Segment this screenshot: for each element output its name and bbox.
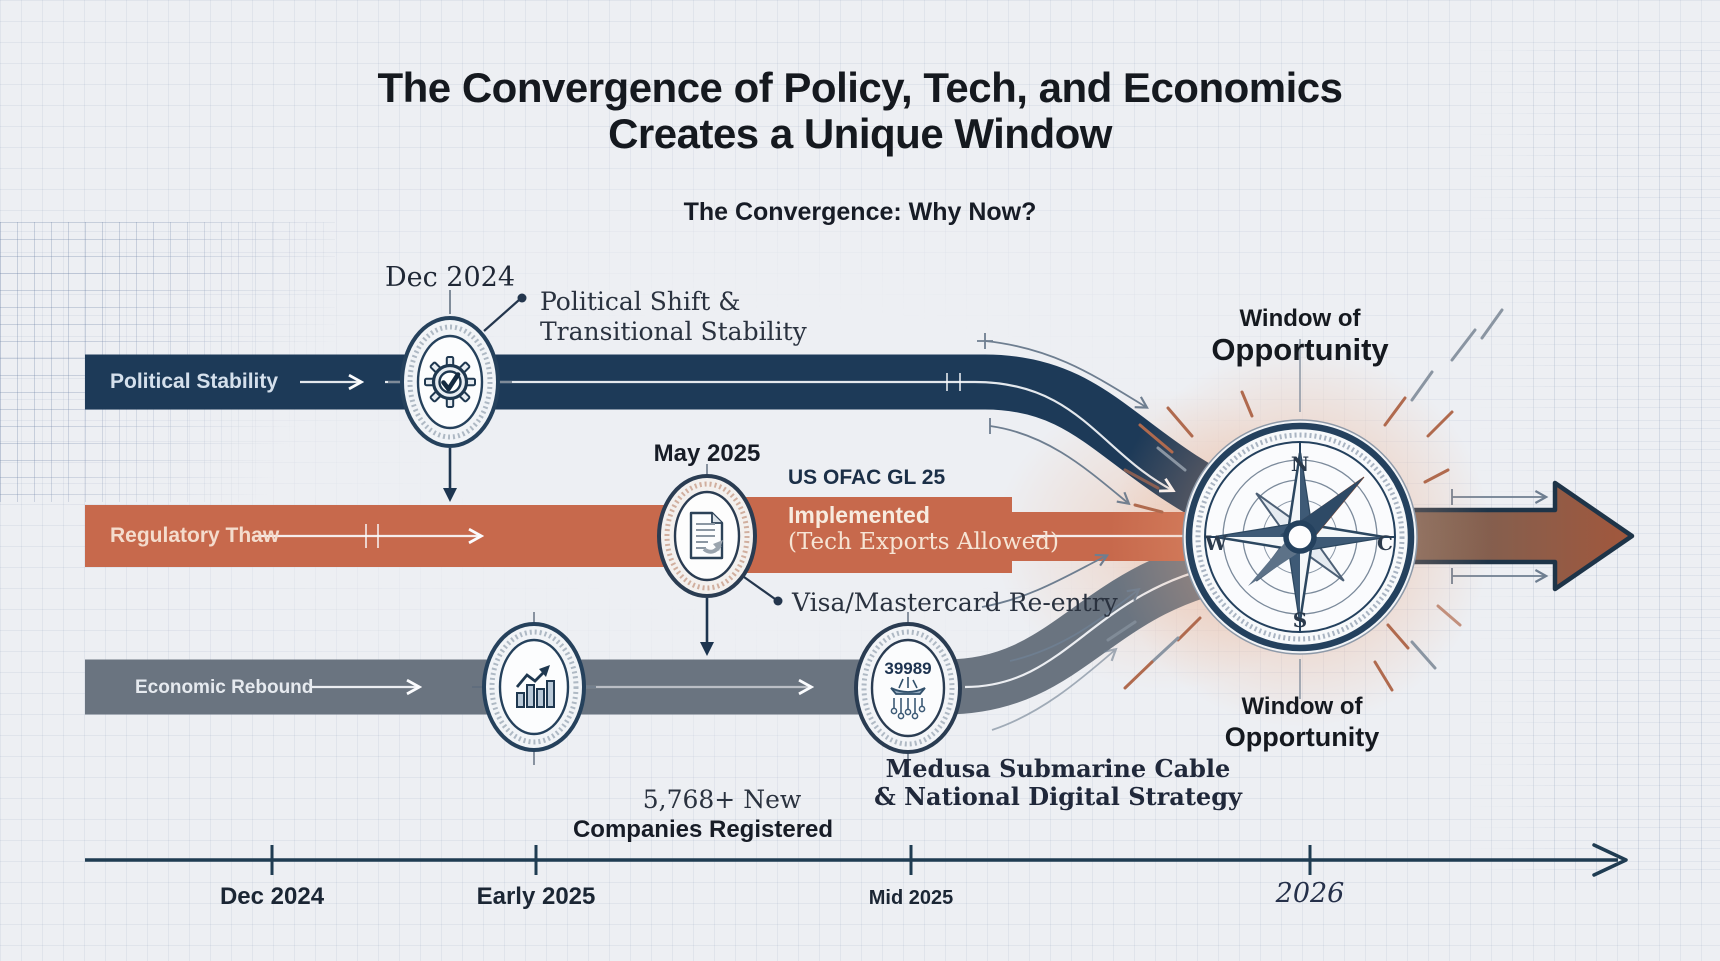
badge-number: 39989 xyxy=(884,659,931,678)
track-label-regulatory-thaw: Regulatory Thaw xyxy=(110,524,280,547)
callout-political-shift-line2: Transitional Stability xyxy=(540,317,807,346)
trend-up-icon xyxy=(515,669,547,688)
callout-visa-mastercard: Visa/Mastercard Re-entry xyxy=(792,588,1118,617)
axis-label-dec-2024: Dec 2024 xyxy=(219,883,325,910)
compass-letter-s: S xyxy=(1293,608,1307,632)
axis-label-2026: 2026 xyxy=(1275,878,1345,909)
compass-letter-w: W xyxy=(1204,531,1228,555)
window-of-opportunity-top-line1: Window of xyxy=(1239,305,1361,332)
window-of-opportunity-top-line2: Opportunity xyxy=(1211,332,1389,367)
page-subtitle: The Convergence: Why Now? xyxy=(683,198,1037,226)
milestone-badge-political xyxy=(388,290,512,448)
page-title-line2: Creates a Unique Window xyxy=(608,110,1112,157)
window-of-opportunity-bottom-line1: Window of xyxy=(1241,693,1363,720)
gear-icon xyxy=(424,356,476,408)
check-icon xyxy=(441,372,461,392)
axis-label-early-2025: Early 2025 xyxy=(476,883,596,910)
axis-arrowhead xyxy=(1592,843,1628,877)
milestone-badge-economic xyxy=(472,612,596,765)
axis-label-mid-2025: Mid 2025 xyxy=(868,887,954,909)
document-export-icon xyxy=(689,511,724,560)
band-text-implemented: Implemented xyxy=(788,502,930,528)
track-label-economic-rebound: Economic Rebound xyxy=(135,677,314,698)
track-label-political-stability: Political Stability xyxy=(110,370,279,393)
compass-icon: N S W C xyxy=(1182,339,1418,699)
submarine-cable-icon xyxy=(890,677,926,720)
compass-hub xyxy=(1283,520,1317,554)
band-text-tech-exports: (Tech Exports Allowed) xyxy=(788,529,1059,555)
window-of-opportunity-bottom-line2: Opportunity xyxy=(1224,722,1380,752)
page-title-line1: The Convergence of Policy, Tech, and Eco… xyxy=(377,64,1343,111)
callout-companies-line2: Companies Registered xyxy=(572,816,834,843)
sunburst-rays xyxy=(1106,308,1504,692)
milestone-date-dec-2024: Dec 2024 xyxy=(384,262,516,293)
bar-chart-icon xyxy=(516,680,555,708)
callout-political-shift-line1: Political Shift & xyxy=(540,287,741,316)
callout-connectors xyxy=(443,293,783,656)
compass-letter-e: C xyxy=(1377,531,1393,555)
callout-medusa-line2: & National Digital Strategy xyxy=(874,782,1242,811)
milestone-badge-regulatory xyxy=(657,464,757,598)
milestone-date-may-2025: May 2025 xyxy=(653,440,761,467)
callout-medusa-line1: Medusa Submarine Cable xyxy=(885,754,1231,783)
milestone-badge-digital: 39989 xyxy=(854,612,962,768)
callout-companies-line1: 5,768+ New xyxy=(642,785,802,814)
timeline-axis xyxy=(85,843,1628,877)
callout-ofac-heading: US OFAC GL 25 xyxy=(788,466,946,489)
compass-letter-n: N xyxy=(1291,452,1309,476)
